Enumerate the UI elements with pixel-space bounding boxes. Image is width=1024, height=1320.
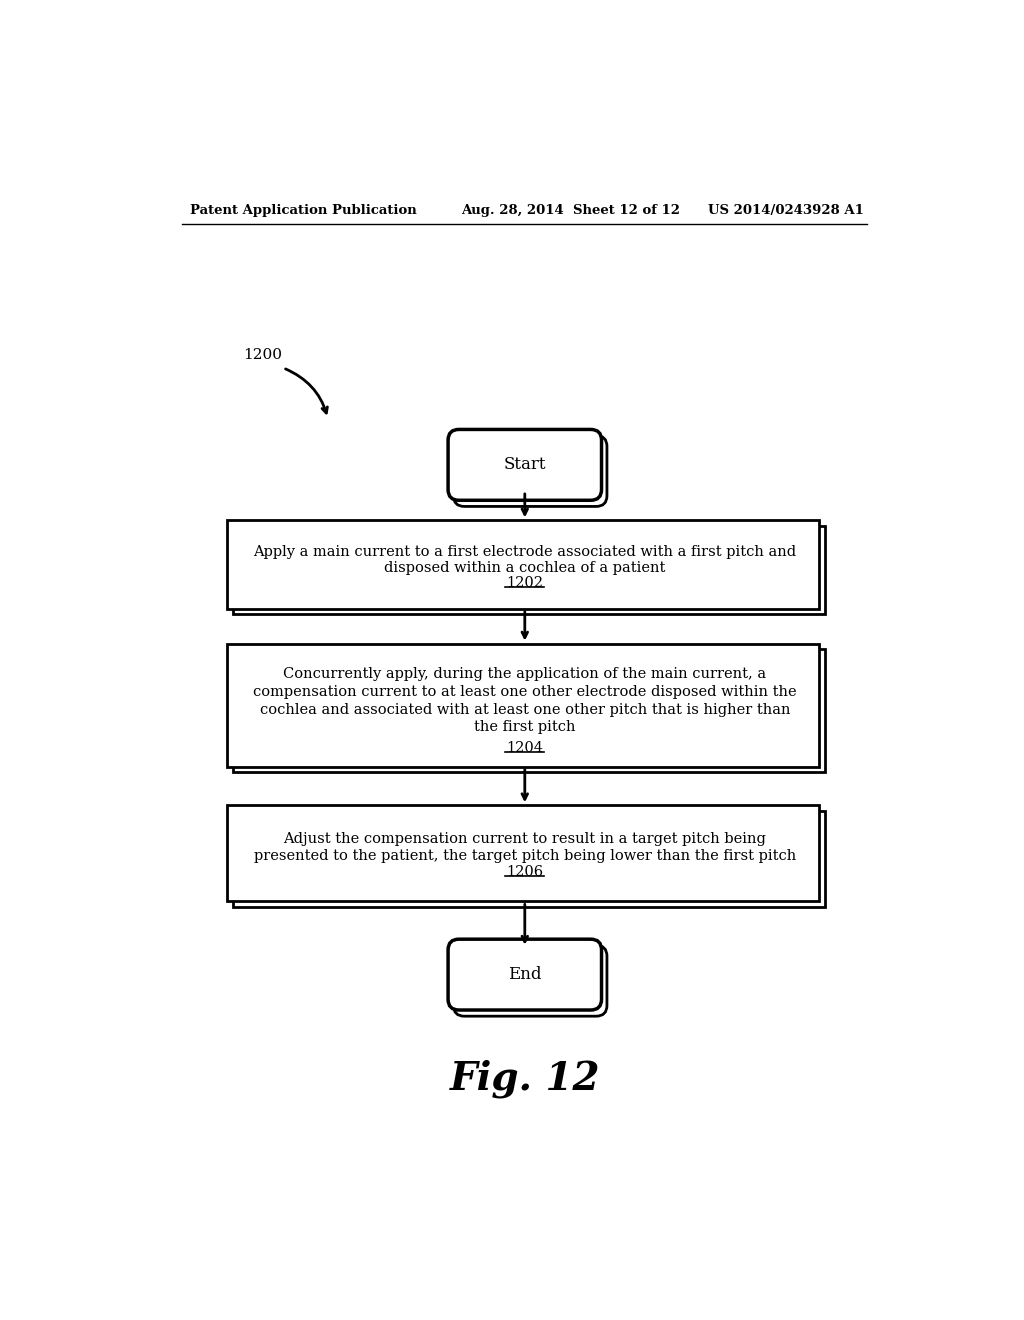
Text: disposed within a cochlea of a patient: disposed within a cochlea of a patient <box>384 561 666 574</box>
FancyBboxPatch shape <box>232 810 824 907</box>
Text: cochlea and associated with at least one other pitch that is higher than: cochlea and associated with at least one… <box>259 702 791 717</box>
FancyBboxPatch shape <box>449 429 601 500</box>
FancyBboxPatch shape <box>454 436 607 507</box>
Text: Apply a main current to a first electrode associated with a first pitch and: Apply a main current to a first electrod… <box>253 545 797 560</box>
Text: Concurrently apply, during the application of the main current, a: Concurrently apply, during the applicati… <box>284 668 766 681</box>
Text: 1200: 1200 <box>243 347 282 362</box>
FancyBboxPatch shape <box>454 945 607 1016</box>
Text: End: End <box>508 966 542 983</box>
FancyBboxPatch shape <box>449 940 601 1010</box>
Text: presented to the patient, the target pitch being lower than the first pitch: presented to the patient, the target pit… <box>254 849 796 863</box>
FancyBboxPatch shape <box>227 644 819 767</box>
FancyBboxPatch shape <box>232 525 824 614</box>
Text: Adjust the compensation current to result in a target pitch being: Adjust the compensation current to resul… <box>284 833 766 846</box>
Text: 1202: 1202 <box>506 576 544 590</box>
Text: compensation current to at least one other electrode disposed within the: compensation current to at least one oth… <box>253 685 797 700</box>
Text: the first pitch: the first pitch <box>474 721 575 734</box>
Text: Start: Start <box>504 457 546 474</box>
Text: Fig. 12: Fig. 12 <box>450 1059 600 1098</box>
Text: 1204: 1204 <box>506 742 544 755</box>
FancyBboxPatch shape <box>227 520 819 609</box>
Text: 1206: 1206 <box>506 865 544 879</box>
Text: US 2014/0243928 A1: US 2014/0243928 A1 <box>709 205 864 218</box>
Text: Patent Application Publication: Patent Application Publication <box>190 205 417 218</box>
FancyBboxPatch shape <box>232 649 824 772</box>
FancyBboxPatch shape <box>227 805 819 902</box>
Text: Aug. 28, 2014  Sheet 12 of 12: Aug. 28, 2014 Sheet 12 of 12 <box>461 205 680 218</box>
